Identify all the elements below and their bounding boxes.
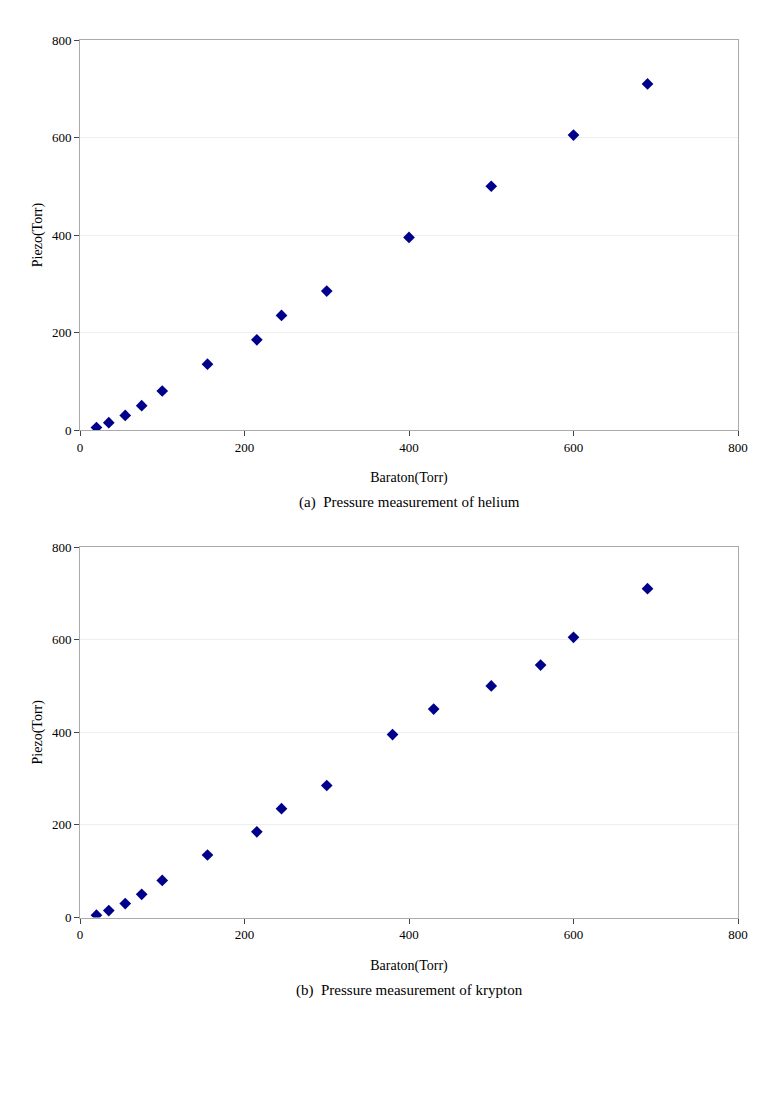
svg-text:600: 600 — [52, 130, 72, 145]
svg-text:200: 200 — [52, 817, 72, 832]
svg-text:Piezo(Torr): Piezo(Torr) — [30, 700, 46, 765]
svg-text:400: 400 — [52, 228, 72, 243]
svg-text:0: 0 — [65, 423, 72, 438]
svg-text:200: 200 — [235, 440, 255, 455]
svg-text:800: 800 — [52, 33, 72, 48]
svg-text:0: 0 — [65, 910, 72, 925]
svg-text:Baraton(Torr): Baraton(Torr) — [370, 470, 448, 486]
svg-text:600: 600 — [564, 440, 584, 455]
svg-text:400: 400 — [399, 440, 419, 455]
svg-text:0: 0 — [77, 440, 84, 455]
svg-text:400: 400 — [52, 725, 72, 740]
svg-text:(b) Pressure measurement of k: (b) Pressure measurement of krypton — [296, 982, 523, 999]
svg-text:Piezo(Torr): Piezo(Torr) — [30, 203, 46, 268]
svg-text:200: 200 — [235, 927, 255, 942]
svg-text:800: 800 — [728, 927, 748, 942]
svg-text:200: 200 — [52, 325, 72, 340]
svg-text:Baraton(Torr): Baraton(Torr) — [370, 958, 448, 974]
svg-text:800: 800 — [52, 540, 72, 555]
svg-text:600: 600 — [564, 927, 584, 942]
svg-text:400: 400 — [399, 927, 419, 942]
svg-text:800: 800 — [728, 440, 748, 455]
svg-text:600: 600 — [52, 632, 72, 647]
svg-text:(a) Pressure measurement of h: (a) Pressure measurement of helium — [299, 494, 520, 511]
svg-text:0: 0 — [77, 927, 84, 942]
